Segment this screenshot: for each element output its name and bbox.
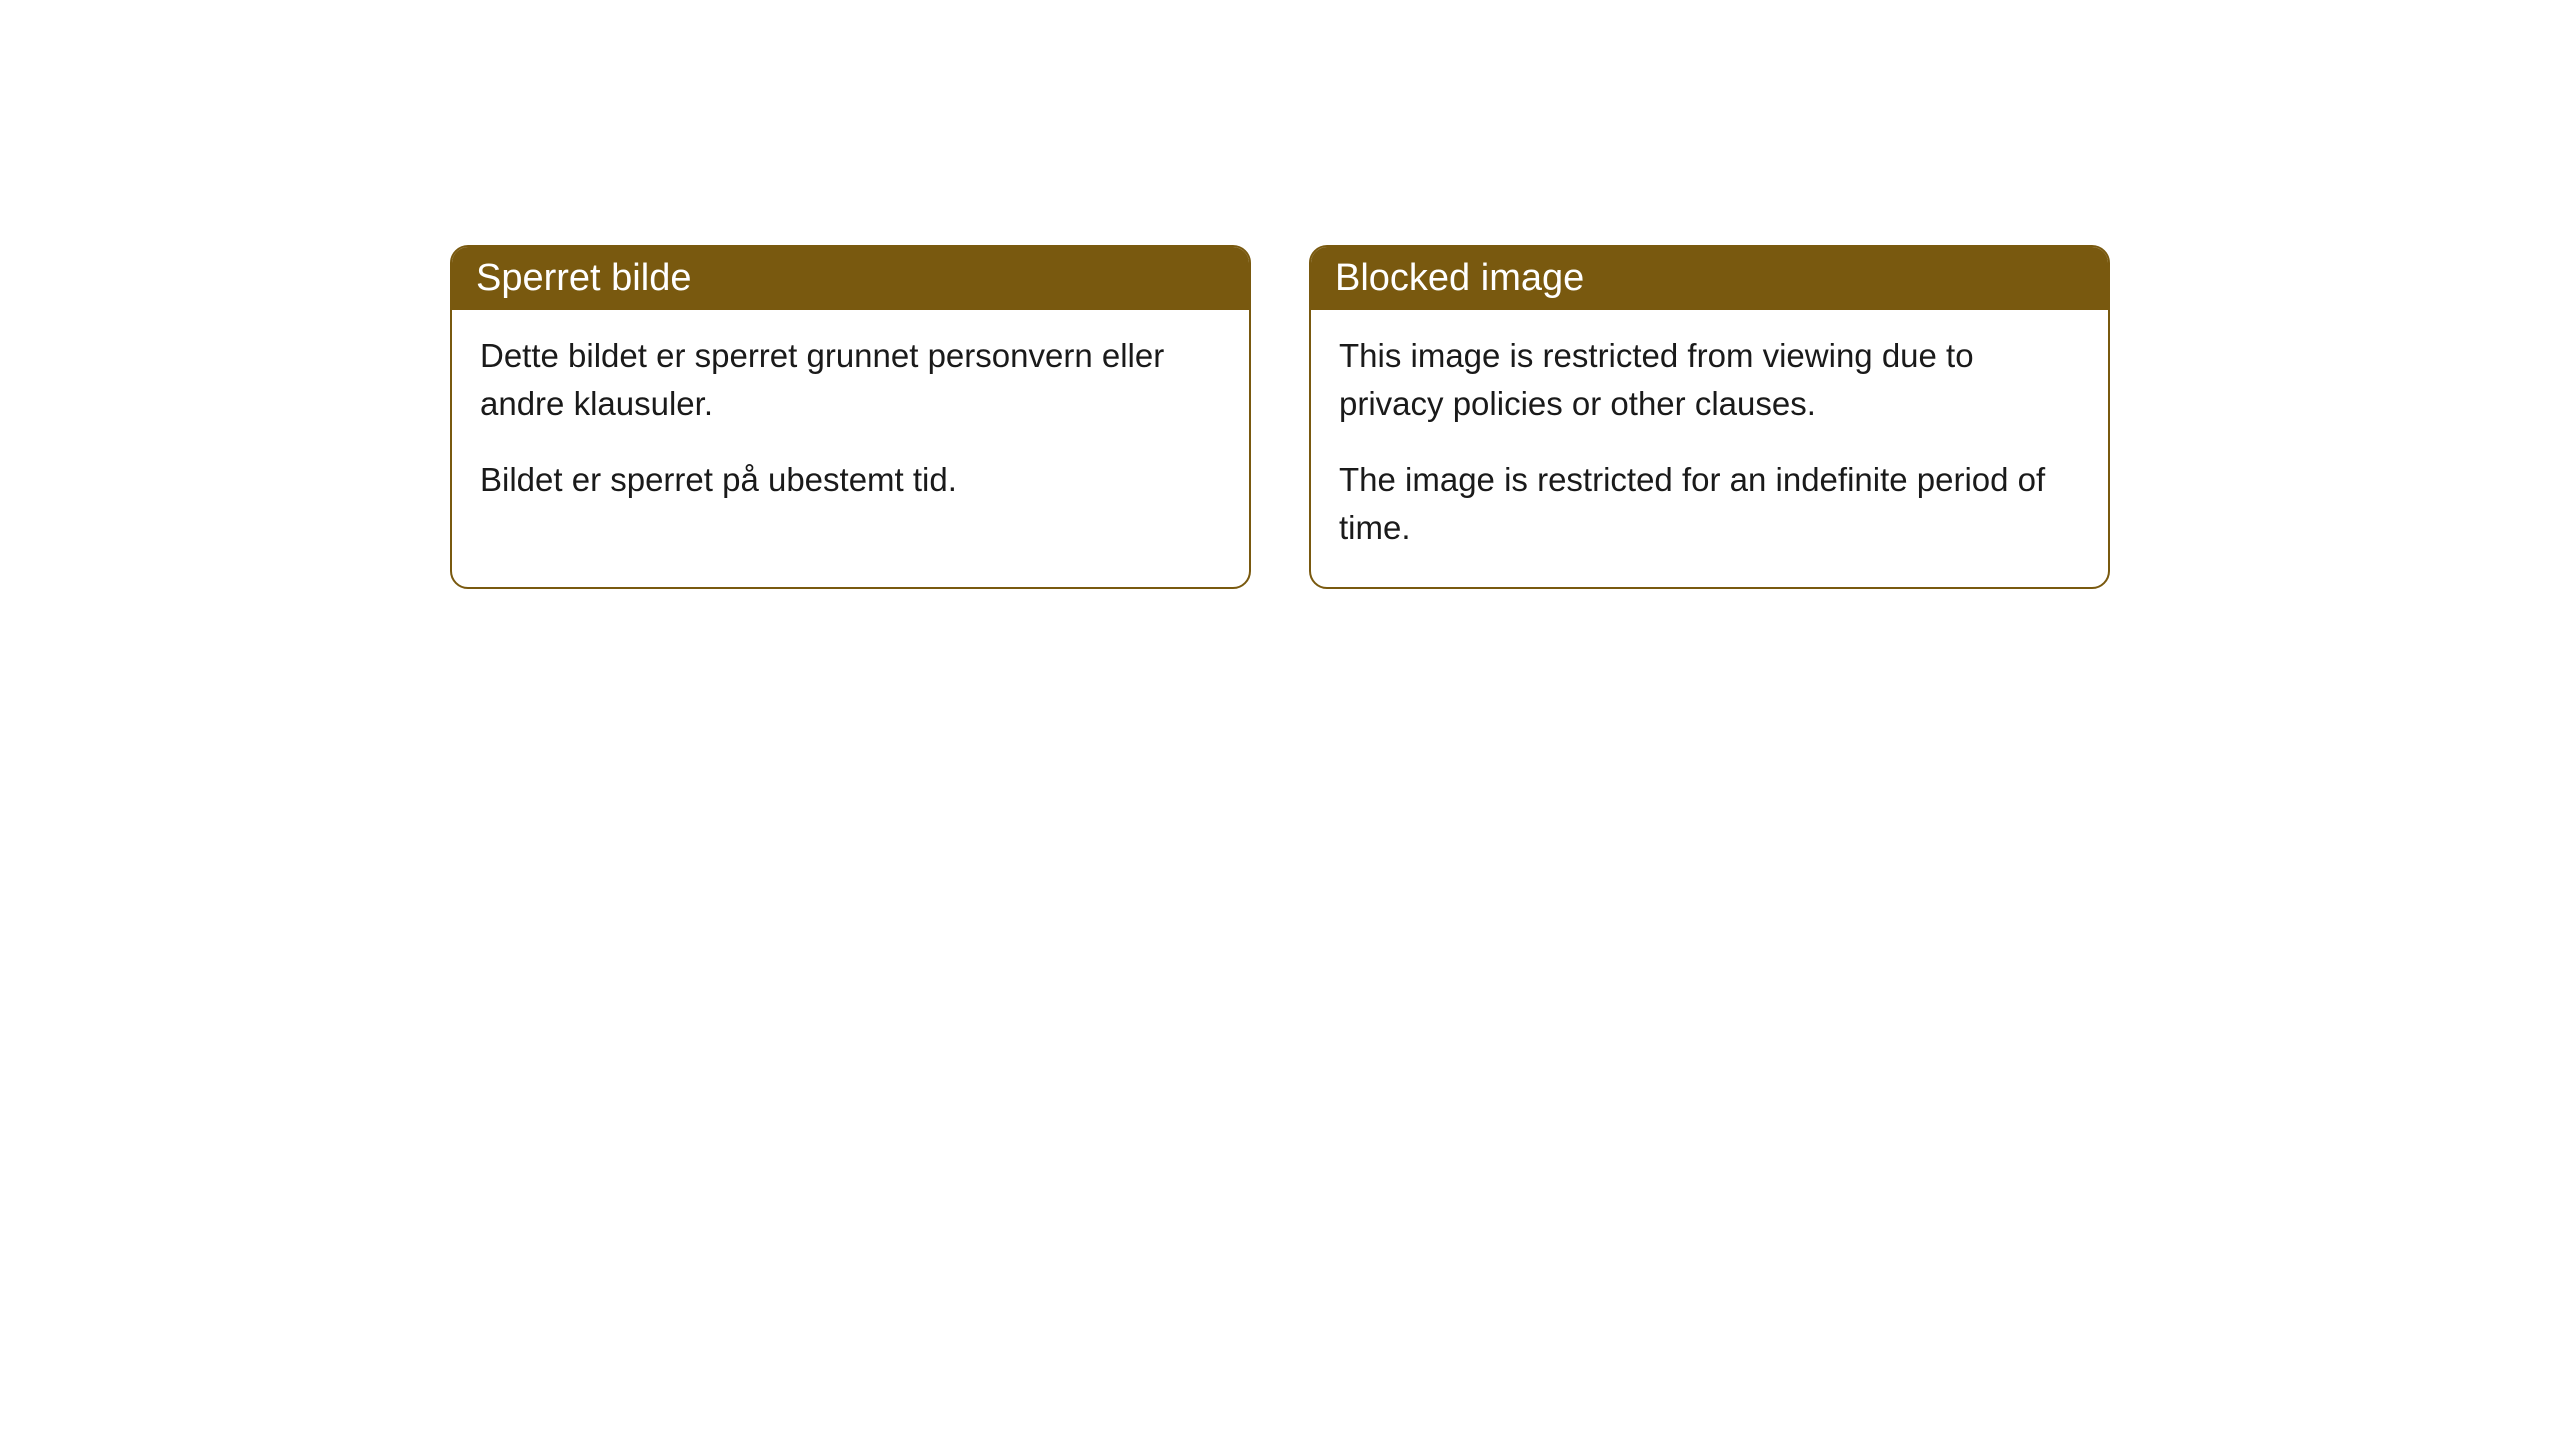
notice-cards-container: Sperret bilde Dette bildet er sperret gr… — [0, 245, 2560, 589]
card-paragraph: Bildet er sperret på ubestemt tid. — [480, 456, 1221, 504]
notice-card-english: Blocked image This image is restricted f… — [1309, 245, 2110, 589]
card-body-norwegian: Dette bildet er sperret grunnet personve… — [452, 310, 1249, 540]
card-paragraph: This image is restricted from viewing du… — [1339, 332, 2080, 428]
card-paragraph: The image is restricted for an indefinit… — [1339, 456, 2080, 552]
notice-card-norwegian: Sperret bilde Dette bildet er sperret gr… — [450, 245, 1251, 589]
card-header-norwegian: Sperret bilde — [452, 247, 1249, 310]
card-title: Blocked image — [1335, 257, 1584, 299]
card-paragraph: Dette bildet er sperret grunnet personve… — [480, 332, 1221, 428]
card-title: Sperret bilde — [476, 257, 691, 299]
card-header-english: Blocked image — [1311, 247, 2108, 310]
card-body-english: This image is restricted from viewing du… — [1311, 310, 2108, 587]
